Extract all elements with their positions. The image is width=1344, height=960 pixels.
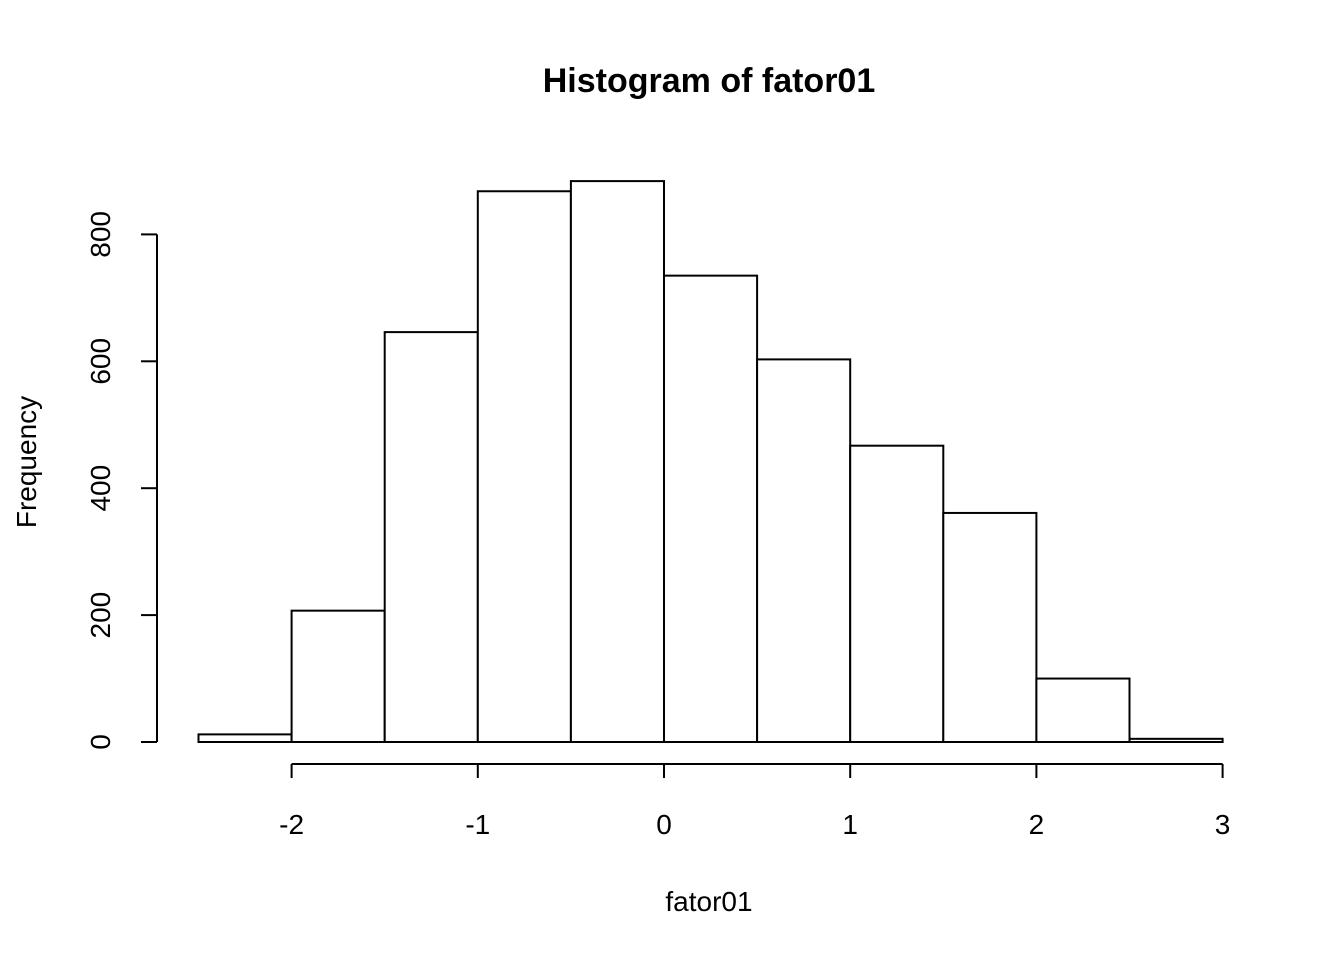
histogram-bar — [1128, 737, 1224, 744]
histogram-bar — [1035, 677, 1131, 743]
histogram-bar — [197, 733, 293, 743]
x-tick-label: -2 — [279, 809, 304, 840]
histogram-bar — [290, 609, 386, 744]
chart-title: Histogram of fator01 — [543, 62, 876, 100]
x-tick-label: 3 — [1215, 809, 1231, 840]
x-axis-label: fator01 — [665, 886, 752, 917]
histogram-bar — [569, 180, 666, 744]
y-tick-label: 800 — [85, 211, 116, 258]
x-tick-label: 2 — [1029, 809, 1045, 840]
y-tick-label: 400 — [85, 465, 116, 512]
histogram-bar — [383, 331, 479, 743]
x-tick-label: -1 — [465, 809, 490, 840]
bars-group — [197, 180, 1224, 744]
y-axis: 0 200 400 600 800 — [85, 211, 158, 750]
histogram-bar — [942, 511, 1038, 743]
histogram-bar — [756, 358, 852, 743]
histogram-bar — [476, 190, 572, 743]
y-tick-label: 600 — [85, 338, 116, 385]
y-axis-label: Frequency — [11, 396, 42, 528]
histogram-bar — [663, 274, 759, 743]
x-tick-label: 1 — [842, 809, 858, 840]
histogram-bar — [849, 444, 945, 743]
y-tick-label: 200 — [85, 592, 116, 639]
y-tick-label: 0 — [85, 734, 116, 750]
x-tick-label: 0 — [656, 809, 672, 840]
x-axis: -2 -1 0 1 2 3 — [279, 763, 1231, 840]
